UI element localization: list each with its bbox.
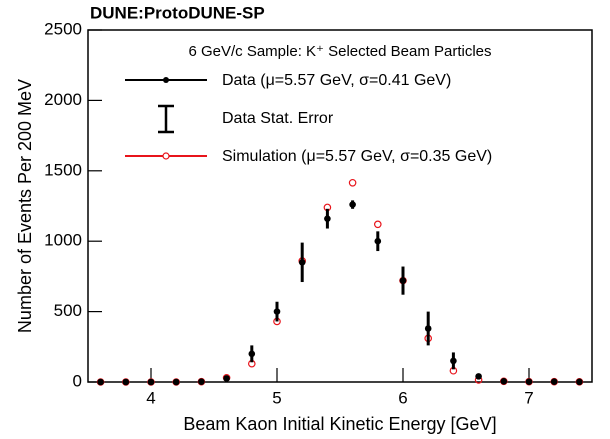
data-point <box>147 378 155 386</box>
x-tick-label: 7 <box>524 388 533 407</box>
legend-label: Data Stat. Error <box>222 110 334 127</box>
x-axis-label: Beam Kaon Initial Kinetic Energy [GeV] <box>183 414 496 434</box>
data-point <box>324 215 331 222</box>
data-point <box>576 378 583 386</box>
y-tick-label: 1000 <box>44 231 82 250</box>
legend-swatch <box>163 77 169 83</box>
legend-title: 6 GeV/c Sample: K⁺ Selected Beam Particl… <box>188 43 491 60</box>
y-tick-label: 0 <box>73 371 82 390</box>
chart-title: DUNE:ProtoDUNE-SP <box>90 3 265 22</box>
data-point <box>273 308 281 315</box>
data-point <box>97 378 104 386</box>
data-point <box>550 378 558 386</box>
y-tick-label: 1500 <box>44 160 82 179</box>
data-point <box>450 357 457 365</box>
legend-swatch <box>158 104 174 134</box>
data-point <box>198 378 205 386</box>
data-point <box>223 375 230 382</box>
y-tick-label: 2000 <box>44 90 82 109</box>
simulation-point <box>348 178 357 187</box>
y-tick-label: 500 <box>54 301 82 320</box>
x-tick-label: 6 <box>398 388 407 407</box>
legend-label: Data (μ=5.57 GeV, σ=0.41 GeV) <box>222 72 451 89</box>
data-point <box>349 201 356 208</box>
legend-label: Simulation (μ=5.57 GeV, σ=0.35 GeV) <box>222 148 492 165</box>
x-tick-label: 5 <box>272 388 281 407</box>
data-point <box>122 378 130 386</box>
data-point <box>248 350 256 358</box>
data-point <box>475 373 482 380</box>
data-point <box>424 325 432 332</box>
legend-swatch <box>162 152 170 160</box>
plot-frame <box>87 29 593 383</box>
y-tick-label: 2500 <box>44 19 82 38</box>
data-point <box>298 259 306 266</box>
data-point <box>374 237 382 245</box>
data-point <box>525 378 533 386</box>
data-point <box>172 378 180 386</box>
data-point <box>500 377 508 385</box>
y-axis-label: Number of Events Per 200 MeV <box>15 79 35 333</box>
x-tick-label: 4 <box>146 388 155 407</box>
data-point <box>399 277 407 284</box>
simulation-point <box>373 220 382 229</box>
